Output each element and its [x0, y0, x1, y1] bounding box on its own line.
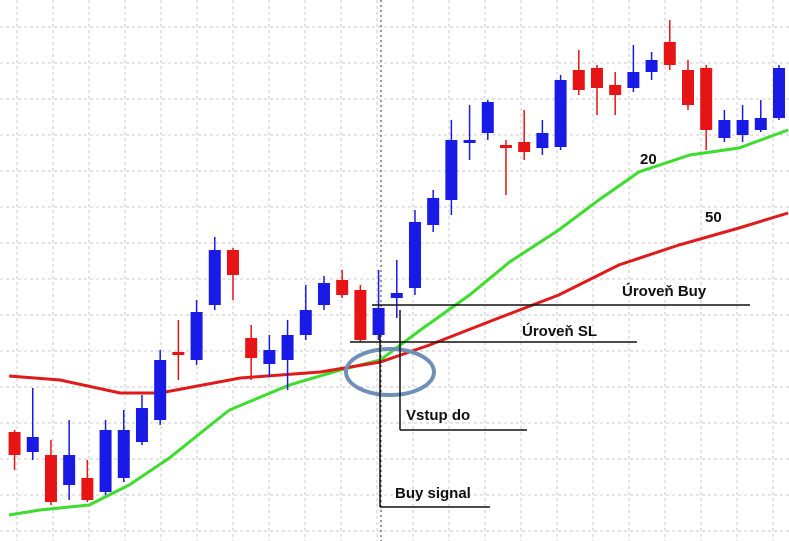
crossover-circle — [344, 347, 436, 397]
candle-body — [754, 118, 767, 130]
candle-body — [499, 145, 512, 148]
candle-body — [518, 142, 531, 152]
candle-body — [554, 80, 567, 147]
candle-body — [718, 120, 731, 138]
candle-body — [481, 102, 494, 133]
candle-body — [536, 133, 549, 148]
candle-body — [8, 432, 21, 455]
candle-body — [154, 360, 167, 420]
candle-body — [117, 430, 130, 478]
candle-body — [208, 250, 221, 305]
candle-body — [663, 42, 676, 65]
candle-body — [263, 350, 276, 364]
candle-body — [645, 60, 658, 72]
annotation: Úroveň SL — [522, 322, 597, 340]
candle-body — [135, 408, 148, 442]
candle-body — [445, 140, 458, 200]
candle-body — [736, 120, 749, 135]
annotation: Vstup do — [406, 407, 470, 424]
candle-body — [627, 72, 640, 88]
candle-body — [572, 70, 585, 90]
candle-body — [590, 68, 603, 88]
ma-label: 50 — [705, 209, 722, 226]
candle-body — [299, 310, 312, 335]
candle-body — [226, 250, 239, 275]
candle-body — [772, 68, 785, 118]
candle-body — [427, 198, 440, 225]
candle-body — [99, 430, 112, 492]
candle-body — [317, 283, 330, 305]
candle-body — [26, 437, 39, 452]
candle-body — [609, 85, 622, 95]
moving-average — [8, 211, 789, 395]
candle-body — [354, 290, 367, 340]
candle-body — [172, 352, 185, 355]
candle-body — [44, 455, 57, 502]
candle-body — [700, 68, 713, 130]
ma-label: 20 — [640, 151, 657, 168]
annotation: Buy signal — [395, 485, 471, 502]
candle-body — [408, 222, 421, 288]
candle-body — [81, 478, 94, 500]
candle-body — [245, 338, 258, 358]
plot — [8, 20, 789, 517]
candle-body — [681, 70, 694, 105]
candle-body — [281, 335, 294, 360]
candle-body — [336, 280, 349, 295]
candle-body — [463, 140, 476, 143]
candle-body — [63, 455, 76, 485]
candle-body — [190, 312, 203, 360]
candle-body — [390, 293, 403, 298]
annotation: Úroveň Buy — [622, 282, 707, 300]
candle-body — [372, 308, 385, 335]
